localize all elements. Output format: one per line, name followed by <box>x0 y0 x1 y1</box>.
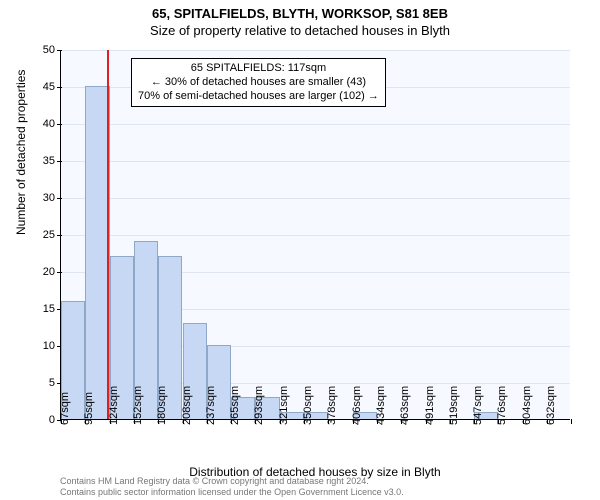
gridline <box>61 161 570 162</box>
x-tick-label: 632sqm <box>545 386 557 425</box>
y-tick-label: 10 <box>43 340 61 352</box>
annotation-box: 65 SPITALFIELDS: 117sqm← 30% of detached… <box>131 58 386 107</box>
y-axis-label-wrap: Number of detached properties <box>0 0 60 420</box>
y-tick-label: 30 <box>43 192 61 204</box>
x-tick-label: 406sqm <box>351 386 363 425</box>
credits-line-1: Contains HM Land Registry data © Crown c… <box>60 476 404 487</box>
annotation-line: 70% of semi-detached houses are larger (… <box>138 90 379 104</box>
gridline <box>61 50 570 51</box>
y-tick-label: 45 <box>43 81 61 93</box>
x-tick-label: 67sqm <box>59 392 71 425</box>
x-tick-label: 434sqm <box>375 386 387 425</box>
x-tick-mark <box>571 419 572 424</box>
chart-container: 65, SPITALFIELDS, BLYTH, WORKSOP, S81 8E… <box>0 0 600 500</box>
title-line-2: Size of property relative to detached ho… <box>0 23 600 38</box>
gridline <box>61 198 570 199</box>
x-tick-label: 547sqm <box>472 386 484 425</box>
x-tick-label: 604sqm <box>521 386 533 425</box>
credits: Contains HM Land Registry data © Crown c… <box>60 476 404 498</box>
y-tick-label: 25 <box>43 229 61 241</box>
plot-area: 0510152025303540455067sqm95sqm124sqm152s… <box>60 50 570 420</box>
y-tick-label: 35 <box>43 155 61 167</box>
y-tick-label: 15 <box>43 303 61 315</box>
credits-line-2: Contains public sector information licen… <box>60 487 404 498</box>
x-tick-label: 491sqm <box>424 386 436 425</box>
x-tick-label: 519sqm <box>448 386 460 425</box>
x-tick-label: 152sqm <box>132 386 144 425</box>
title-block: 65, SPITALFIELDS, BLYTH, WORKSOP, S81 8E… <box>0 0 600 38</box>
gridline <box>61 235 570 236</box>
x-tick-label: 265sqm <box>229 386 241 425</box>
x-tick-label: 463sqm <box>399 386 411 425</box>
y-axis-label: Number of detached properties <box>14 70 28 235</box>
x-tick-label: 208sqm <box>181 386 193 425</box>
x-tick-label: 350sqm <box>302 386 314 425</box>
y-tick-label: 40 <box>43 118 61 130</box>
x-tick-label: 124sqm <box>108 386 120 425</box>
x-tick-label: 378sqm <box>326 386 338 425</box>
x-tick-label: 293sqm <box>253 386 265 425</box>
x-tick-label: 180sqm <box>156 386 168 425</box>
gridline <box>61 124 570 125</box>
y-tick-label: 50 <box>43 44 61 56</box>
reference-line <box>107 50 109 419</box>
y-tick-label: 20 <box>43 266 61 278</box>
x-tick-label: 576sqm <box>496 386 508 425</box>
bar <box>85 86 109 419</box>
annotation-line: 65 SPITALFIELDS: 117sqm <box>138 62 379 76</box>
annotation-line: ← 30% of detached houses are smaller (43… <box>138 76 379 90</box>
x-tick-label: 237sqm <box>205 386 217 425</box>
x-tick-label: 95sqm <box>83 392 95 425</box>
title-line-1: 65, SPITALFIELDS, BLYTH, WORKSOP, S81 8E… <box>0 6 600 21</box>
x-tick-label: 321sqm <box>278 386 290 425</box>
y-tick-label: 5 <box>49 377 61 389</box>
